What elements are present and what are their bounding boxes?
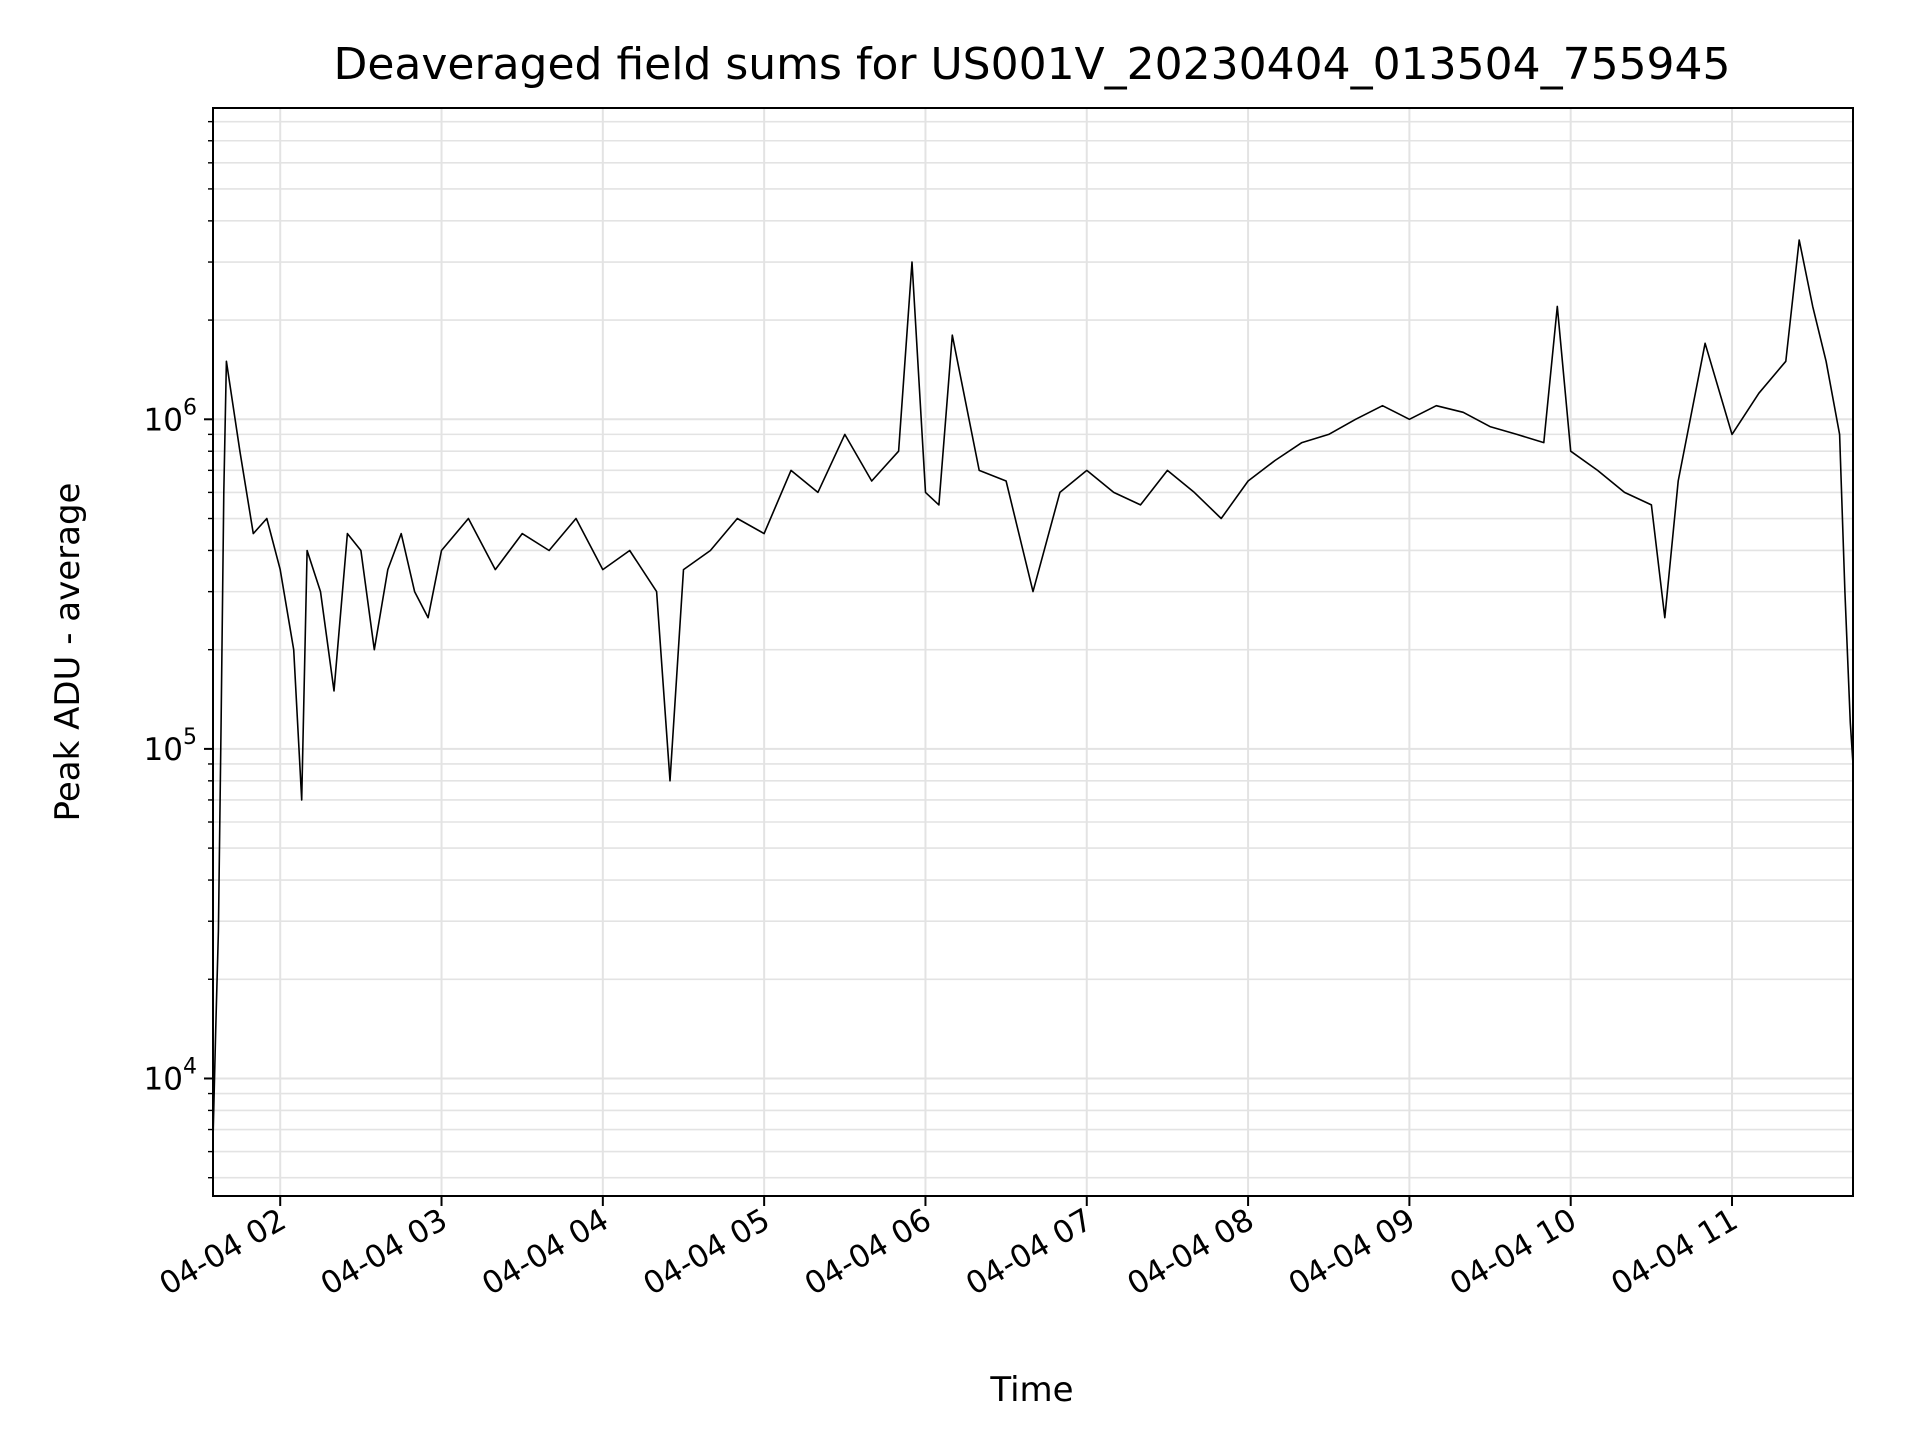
grid (213, 108, 1853, 1196)
y-tick-label-base: 10 (144, 1061, 183, 1097)
x-tick-label: 04-04 10 (1444, 1202, 1583, 1303)
y-tick-label-exponent: 5 (183, 725, 197, 750)
y-tick-label: 104 (144, 1054, 197, 1097)
plot-area-frame (212, 107, 1854, 1197)
chart-title: Deaveraged field sums for US001V_2023040… (333, 39, 1730, 90)
x-axis-label: Time (989, 1370, 1073, 1410)
x-tick-label: 04-04 02 (153, 1202, 292, 1303)
data-series-line (212, 239, 1854, 1141)
x-tick-label: 04-04 04 (476, 1202, 615, 1303)
x-axis: 04-04 02 04-04 03 04-04 04 04-04 05 04-04 06… (153, 1196, 1744, 1303)
y-tick-label-exponent: 6 (183, 395, 197, 420)
y-axis-label: Peak ADU - average (48, 483, 88, 822)
y-tick-label-base: 10 (144, 732, 183, 768)
x-tick-label: 04-04 11 (1605, 1202, 1744, 1303)
x-tick-label: 04-04 07 (960, 1202, 1099, 1303)
x-tick-label: 04-04 05 (637, 1202, 776, 1303)
y-tick-label-exponent: 4 (183, 1054, 197, 1079)
x-tick-label: 04-04 03 (315, 1202, 454, 1303)
y-tick-label: 106 (144, 395, 197, 438)
y-tick-label-base: 10 (144, 402, 183, 438)
x-tick-label: 04-04 06 (799, 1202, 938, 1303)
x-tick-label: 04-04 08 (1121, 1202, 1260, 1303)
y-tick-label: 105 (144, 725, 197, 768)
x-tick-label: 04-04 09 (1283, 1202, 1422, 1303)
